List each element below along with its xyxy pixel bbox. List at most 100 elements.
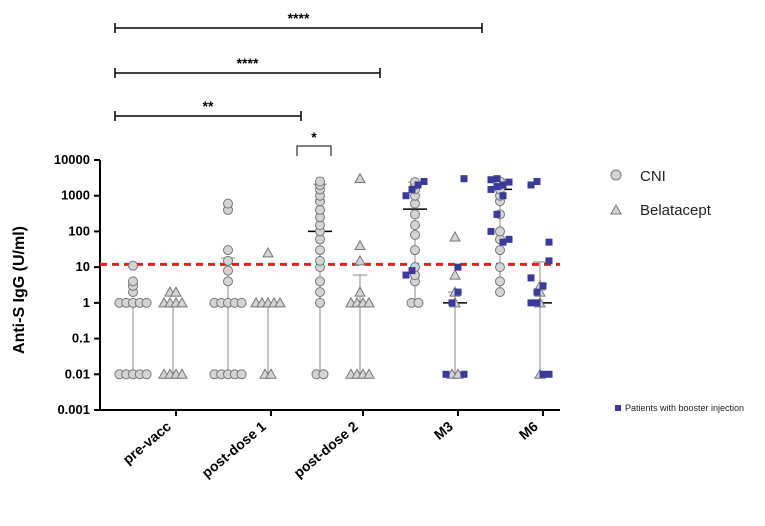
- belatacept-point: [363, 368, 375, 379]
- booster-point: [527, 181, 535, 189]
- belatacept-point: [449, 269, 461, 280]
- x-category-label: post-dose 2: [290, 418, 361, 481]
- belatacept-point: [354, 239, 366, 251]
- cni-point: [410, 245, 420, 256]
- cni-point: [410, 209, 420, 220]
- booster-point: [539, 282, 547, 290]
- booster-point: [505, 178, 513, 186]
- booster-point: [448, 299, 456, 307]
- y-tick-label: 0.01: [65, 366, 90, 381]
- cni-point: [315, 276, 325, 287]
- booster-point: [460, 370, 468, 378]
- cni-point: [141, 369, 152, 380]
- cni-point: [128, 276, 138, 287]
- cni-point: [410, 229, 420, 240]
- legend-belatacept-label: Belatacept: [640, 202, 712, 219]
- cni-point: [495, 287, 505, 298]
- booster-point: [499, 181, 507, 189]
- booster-point: [545, 370, 553, 378]
- cni-point: [223, 255, 233, 266]
- cni-point: [495, 262, 505, 273]
- booster-point: [460, 175, 468, 183]
- legend-cni-label: CNI: [640, 168, 666, 185]
- booster-point: [420, 178, 428, 186]
- legend: CNI Belatacept Patients with booster injec…: [610, 168, 744, 413]
- belatacept-point: [170, 286, 182, 297]
- cni-point: [315, 204, 325, 215]
- belatacept-point: [274, 296, 286, 308]
- booster-point: [493, 175, 501, 183]
- booster-point: [414, 181, 422, 189]
- booster-point: [402, 192, 410, 200]
- cni-point: [223, 265, 233, 276]
- y-tick-label: 100: [68, 223, 90, 238]
- cni-point: [223, 276, 233, 287]
- booster-point: [454, 288, 462, 296]
- booster-point: [493, 210, 501, 218]
- booster-point: [454, 263, 462, 271]
- cni-point: [410, 220, 420, 231]
- legend-booster-marker: [615, 405, 621, 411]
- booster-point: [487, 185, 495, 193]
- belatacept-point: [354, 172, 366, 184]
- booster-point: [539, 370, 547, 378]
- legend-belatacept-marker: [610, 203, 622, 215]
- x-category-label: pre-vacc: [120, 418, 175, 467]
- error-bars: [121, 178, 552, 376]
- booster-point: [499, 238, 507, 246]
- cni-point: [495, 276, 505, 287]
- sig-label: ****: [237, 55, 259, 71]
- cni-point: [413, 297, 424, 308]
- y-tick-label: 10: [76, 259, 90, 274]
- y-tick-label: 0.001: [57, 402, 90, 417]
- booster-point: [408, 267, 416, 275]
- booster-point: [487, 176, 495, 184]
- sig-bracket-small: [296, 145, 332, 156]
- x-category-label: M3: [431, 418, 456, 443]
- booster-point: [527, 299, 535, 307]
- legend-booster-label: Patients with booster injection: [625, 403, 744, 413]
- significance-brackets: ***********: [114, 10, 483, 156]
- cni-point: [315, 255, 325, 266]
- y-axis: 0.001 0.01 0.1 1 10 100 1000 10000: [54, 152, 101, 417]
- booster-point: [402, 271, 410, 279]
- booster-point: [533, 288, 541, 296]
- booster-point: [499, 192, 507, 200]
- cni-point: [236, 297, 247, 308]
- cni-point: [315, 176, 325, 187]
- y-tick-label: 10000: [54, 152, 90, 167]
- cni-point: [315, 245, 325, 256]
- sig-label: *: [311, 129, 317, 145]
- booster-point: [442, 370, 450, 378]
- cni-point: [315, 297, 325, 308]
- belatacept-point: [363, 296, 375, 308]
- belatacept-point: [176, 368, 188, 379]
- booster-point: [545, 257, 553, 265]
- belatacept-point: [354, 254, 366, 266]
- booster-point: [527, 274, 535, 282]
- belatacept-point: [354, 286, 366, 297]
- booster-point: [505, 235, 513, 243]
- data-points: [114, 172, 553, 380]
- sig-label: ****: [288, 10, 310, 26]
- cni-point: [223, 198, 233, 209]
- booster-point: [493, 183, 501, 191]
- belatacept-point: [262, 246, 274, 258]
- x-axis: pre-vacc post-dose 1 post-dose 2 M3 M6: [100, 409, 560, 481]
- booster-point: [487, 227, 495, 235]
- belatacept-point: [265, 368, 277, 379]
- belatacept-point: [449, 230, 461, 242]
- cni-point: [223, 245, 233, 256]
- cni-point: [236, 369, 247, 380]
- x-category-label: M6: [516, 418, 541, 443]
- booster-point: [408, 185, 416, 193]
- belatacept-point: [176, 296, 188, 308]
- y-tick-label: 1000: [61, 188, 90, 203]
- cni-point: [495, 226, 505, 237]
- cni-point: [128, 260, 138, 271]
- booster-point: [533, 299, 541, 307]
- booster-point: [545, 238, 553, 246]
- y-axis-title: Anti-S IgG (U/ml): [11, 226, 28, 354]
- cni-point: [495, 245, 505, 256]
